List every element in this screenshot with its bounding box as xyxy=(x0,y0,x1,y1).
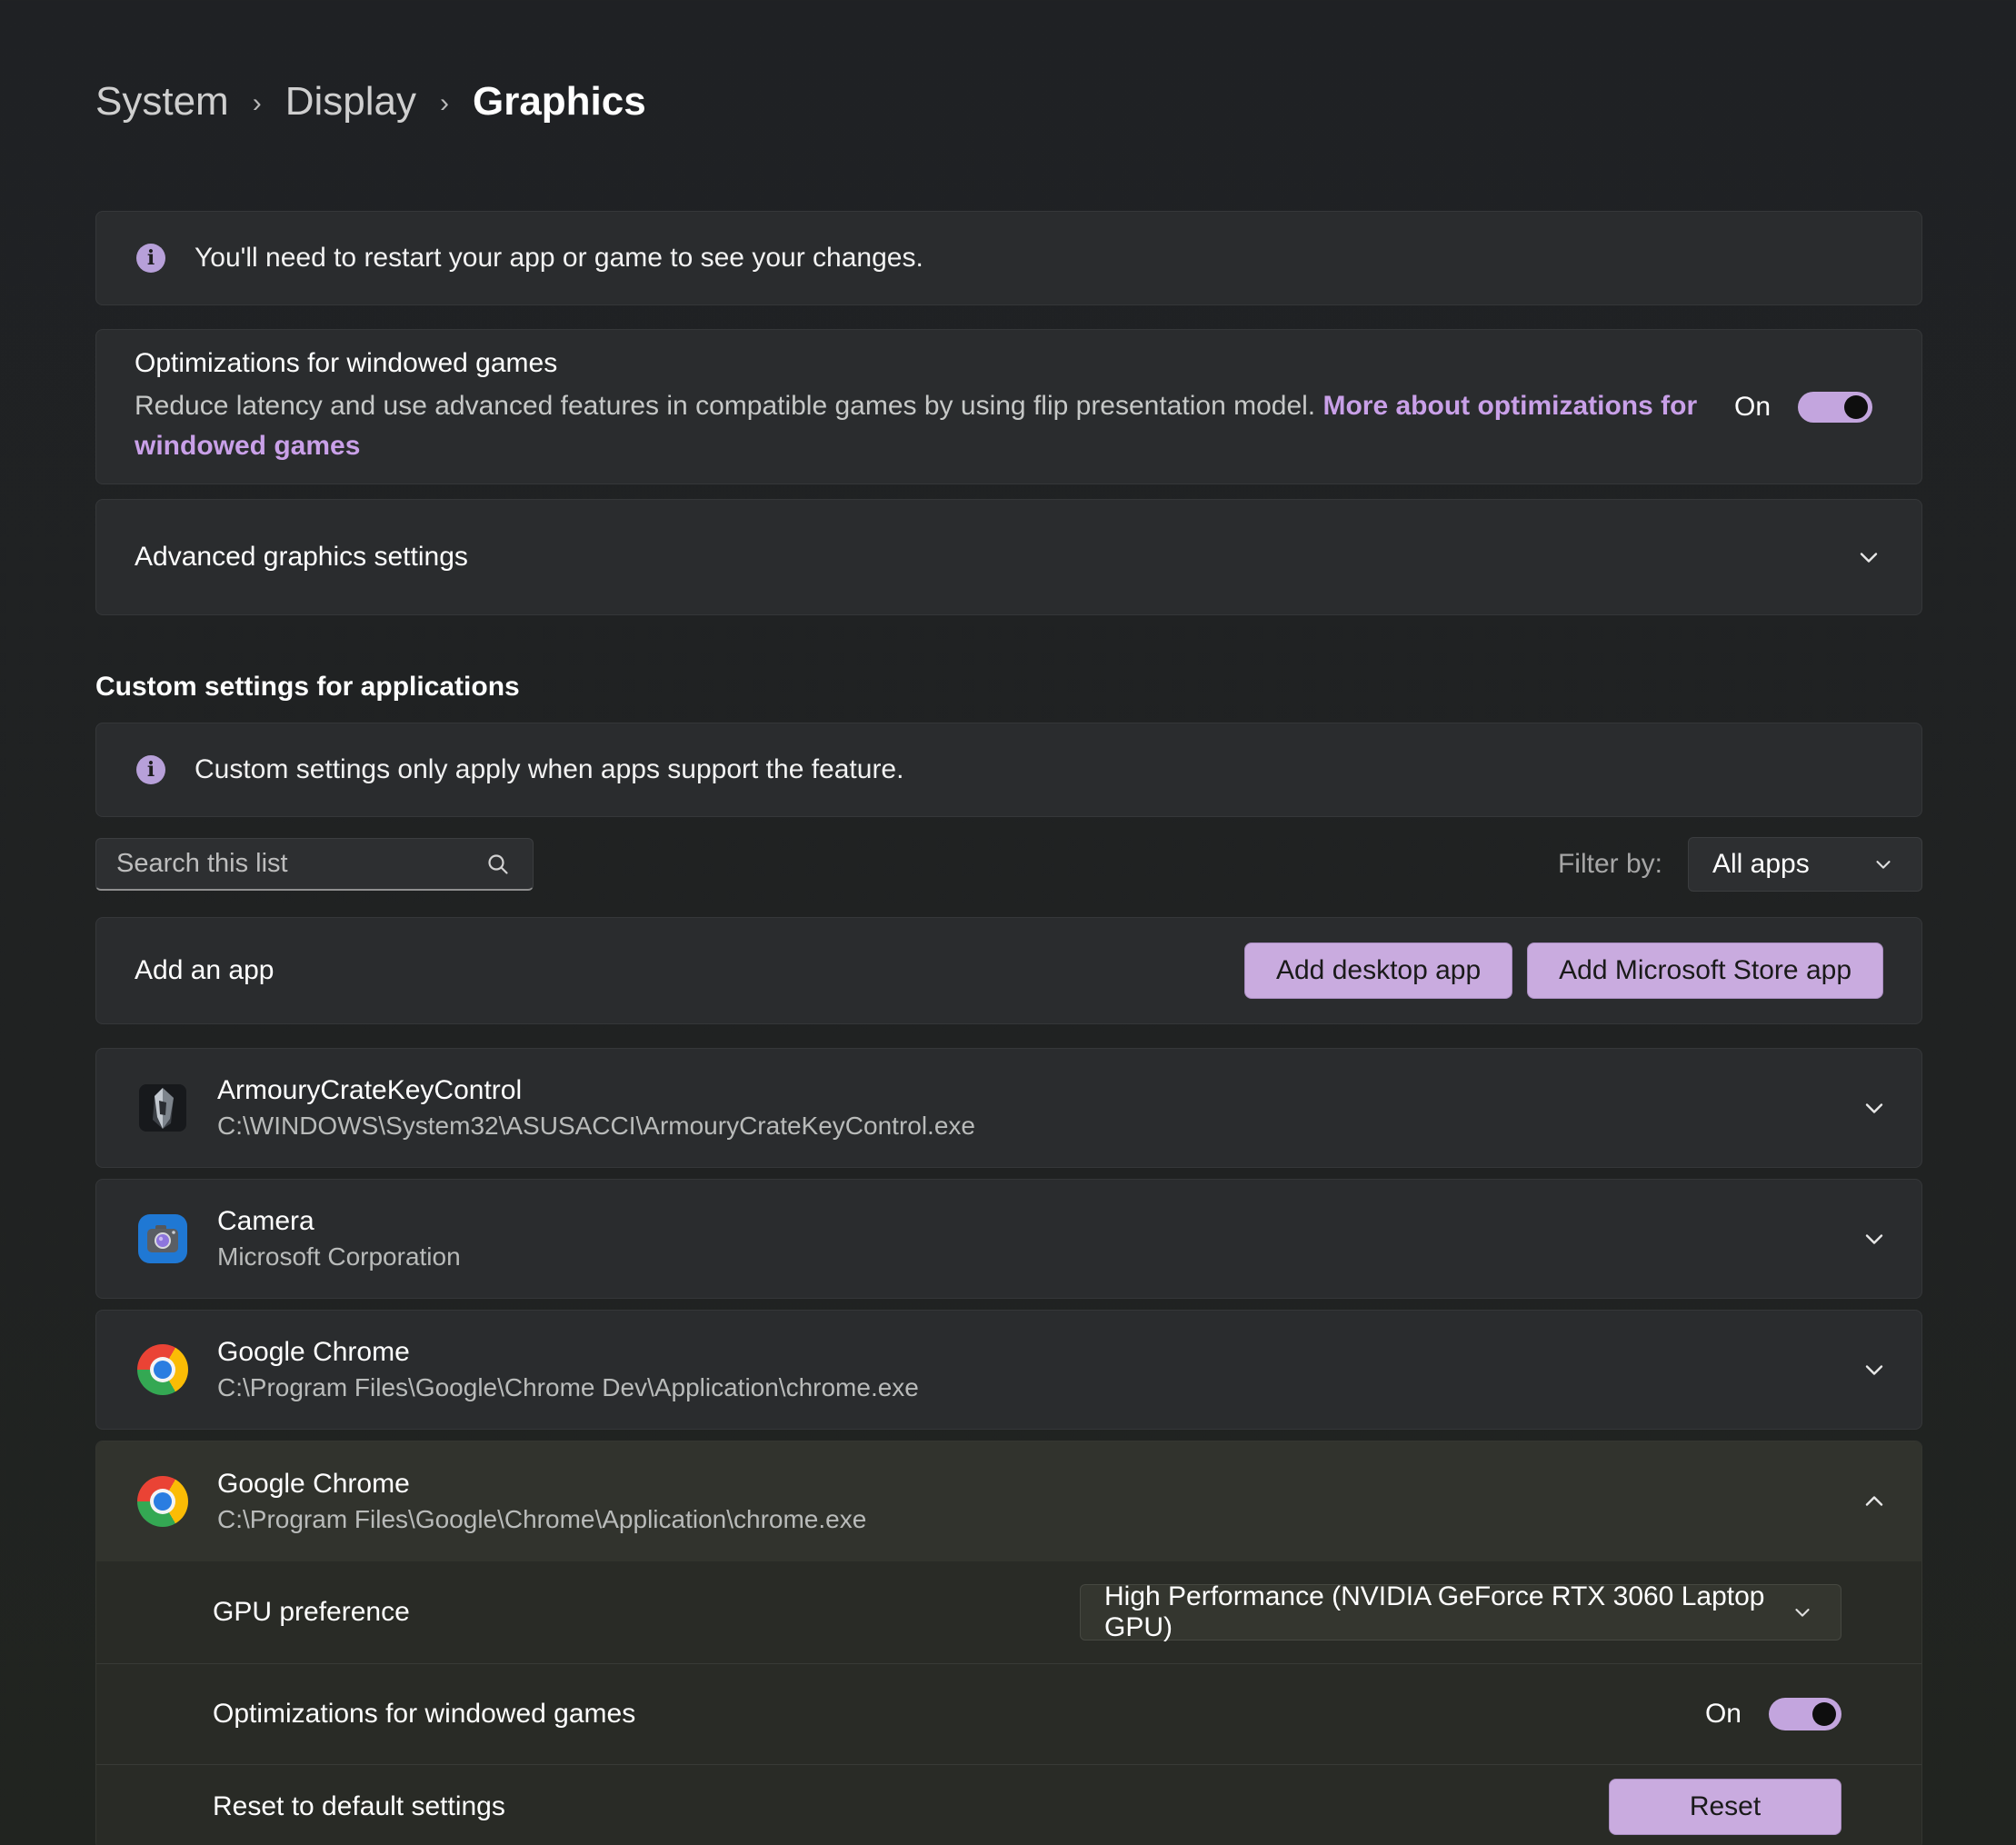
optimizations-toggle-group: On xyxy=(1734,391,1873,423)
graphics-settings-page: System › Display › Graphics i You'll nee… xyxy=(95,0,1922,1845)
app-info: ArmouryCrateKeyControl C:\WINDOWS\System… xyxy=(217,1075,1860,1141)
app-optimizations-toggle[interactable] xyxy=(1769,1698,1841,1730)
optimizations-description: Reduce latency and use advanced features… xyxy=(135,386,1707,465)
filter-dropdown-value: All apps xyxy=(1712,849,1810,879)
search-input[interactable] xyxy=(116,849,484,879)
breadcrumb-display[interactable]: Display xyxy=(284,79,416,124)
gpu-preference-row: GPU preference High Performance (NVIDIA … xyxy=(96,1561,1921,1663)
breadcrumb-system[interactable]: System xyxy=(95,79,229,124)
app-optimizations-toggle-group: On xyxy=(1705,1698,1841,1730)
app-name: Camera xyxy=(217,1206,314,1236)
chrome-icon xyxy=(137,1476,188,1527)
app-info: Camera Microsoft Corporation xyxy=(217,1206,1860,1272)
breadcrumb: System › Display › Graphics xyxy=(95,0,1922,127)
reset-row: Reset to default settings Reset xyxy=(96,1765,1921,1845)
optimizations-windowed-games-card: Optimizations for windowed games Reduce … xyxy=(95,329,1922,484)
optimizations-toggle[interactable] xyxy=(1798,391,1873,423)
app-name: Google Chrome xyxy=(217,1469,410,1499)
divider xyxy=(96,1764,1921,1765)
filter-by-label: Filter by: xyxy=(1557,849,1662,879)
app-row-chrome[interactable]: Google Chrome C:\Program Files\Google\Ch… xyxy=(96,1441,1921,1561)
filter-dropdown[interactable]: All apps xyxy=(1688,837,1922,892)
app-row-chrome-dev[interactable]: Google Chrome C:\Program Files\Google\Ch… xyxy=(95,1310,1922,1430)
armoury-crate-icon xyxy=(137,1082,188,1133)
more-about-optimizations-link[interactable]: More about optimizations for windowed ga… xyxy=(135,391,1698,461)
app-path: C:\Program Files\Google\Chrome\Applicati… xyxy=(217,1505,867,1533)
add-an-app-row: Add an app Add desktop app Add Microsoft… xyxy=(95,917,1922,1024)
gpu-preference-label: GPU preference xyxy=(213,1597,410,1627)
camera-icon xyxy=(137,1213,188,1264)
optimizations-description-text: Reduce latency and use advanced features… xyxy=(135,391,1316,421)
optimizations-toggle-state: On xyxy=(1734,391,1771,422)
app-info: Google Chrome C:\Program Files\Google\Ch… xyxy=(217,1337,1860,1402)
restart-info-banner: i You'll need to restart your app or gam… xyxy=(95,211,1922,305)
search-filter-row: Filter by: All apps xyxy=(95,837,1922,892)
gpu-preference-value: High Performance (NVIDIA GeForce RTX 306… xyxy=(1104,1581,1765,1642)
app-info: Google Chrome C:\Program Files\Google\Ch… xyxy=(217,1469,1860,1534)
advanced-graphics-settings-row[interactable]: Advanced graphics settings xyxy=(95,499,1922,615)
breadcrumb-separator-icon: › xyxy=(439,88,449,118)
restart-banner-text: You'll need to restart your app or game … xyxy=(195,243,923,273)
chevron-up-icon[interactable] xyxy=(1860,1487,1889,1516)
page-title: Graphics xyxy=(472,79,646,124)
app-path: C:\Program Files\Google\Chrome Dev\Appli… xyxy=(217,1373,919,1401)
app-optimizations-label: Optimizations for windowed games xyxy=(213,1699,636,1729)
custom-settings-info-banner: i Custom settings only apply when apps s… xyxy=(95,723,1922,817)
chevron-down-icon xyxy=(1788,1598,1817,1627)
add-microsoft-store-app-button[interactable]: Add Microsoft Store app xyxy=(1527,942,1883,999)
app-name: Google Chrome xyxy=(217,1337,410,1367)
app-path: C:\WINDOWS\System32\ASUSACCI\ArmouryCrat… xyxy=(217,1112,975,1140)
toggle-knob xyxy=(1812,1702,1836,1726)
chevron-down-icon xyxy=(1869,850,1898,879)
optimizations-text: Optimizations for windowed games Reduce … xyxy=(135,348,1707,465)
info-icon: i xyxy=(136,244,165,273)
custom-settings-banner-text: Custom settings only apply when apps sup… xyxy=(195,754,904,784)
chevron-down-icon[interactable] xyxy=(1860,1093,1889,1122)
filter-group: Filter by: All apps xyxy=(1558,837,1922,892)
app-optimizations-row: Optimizations for windowed games On xyxy=(96,1664,1921,1764)
advanced-graphics-settings-label: Advanced graphics settings xyxy=(135,542,468,572)
reset-to-default-label: Reset to default settings xyxy=(213,1791,505,1821)
add-an-app-label: Add an app xyxy=(135,955,274,985)
custom-settings-heading: Custom settings for applications xyxy=(95,672,520,702)
toggle-knob xyxy=(1844,394,1869,419)
chevron-down-icon[interactable] xyxy=(1860,1355,1889,1384)
optimizations-title: Optimizations for windowed games xyxy=(135,348,558,378)
add-app-buttons: Add desktop app Add Microsoft Store app xyxy=(1243,942,1883,999)
app-name: ArmouryCrateKeyControl xyxy=(217,1075,523,1105)
app-row-armoury-crate[interactable]: ArmouryCrateKeyControl C:\WINDOWS\System… xyxy=(95,1048,1922,1168)
chrome-icon xyxy=(137,1344,188,1395)
divider xyxy=(96,1663,1921,1664)
breadcrumb-separator-icon: › xyxy=(252,88,262,118)
app-optimizations-state: On xyxy=(1704,1699,1742,1729)
reset-button[interactable]: Reset xyxy=(1609,1779,1841,1835)
app-row-camera[interactable]: Camera Microsoft Corporation xyxy=(95,1179,1922,1299)
search-box[interactable] xyxy=(95,838,534,891)
app-publisher: Microsoft Corporation xyxy=(217,1242,461,1271)
add-desktop-app-button[interactable]: Add desktop app xyxy=(1243,942,1513,999)
chevron-down-icon[interactable] xyxy=(1854,543,1883,572)
gpu-preference-dropdown[interactable]: High Performance (NVIDIA GeForce RTX 306… xyxy=(1080,1581,1841,1642)
app-group-chrome-expanded: Google Chrome C:\Program Files\Google\Ch… xyxy=(95,1441,1922,1845)
search-icon[interactable] xyxy=(484,850,513,879)
chevron-down-icon[interactable] xyxy=(1860,1224,1889,1253)
info-icon: i xyxy=(136,755,165,784)
